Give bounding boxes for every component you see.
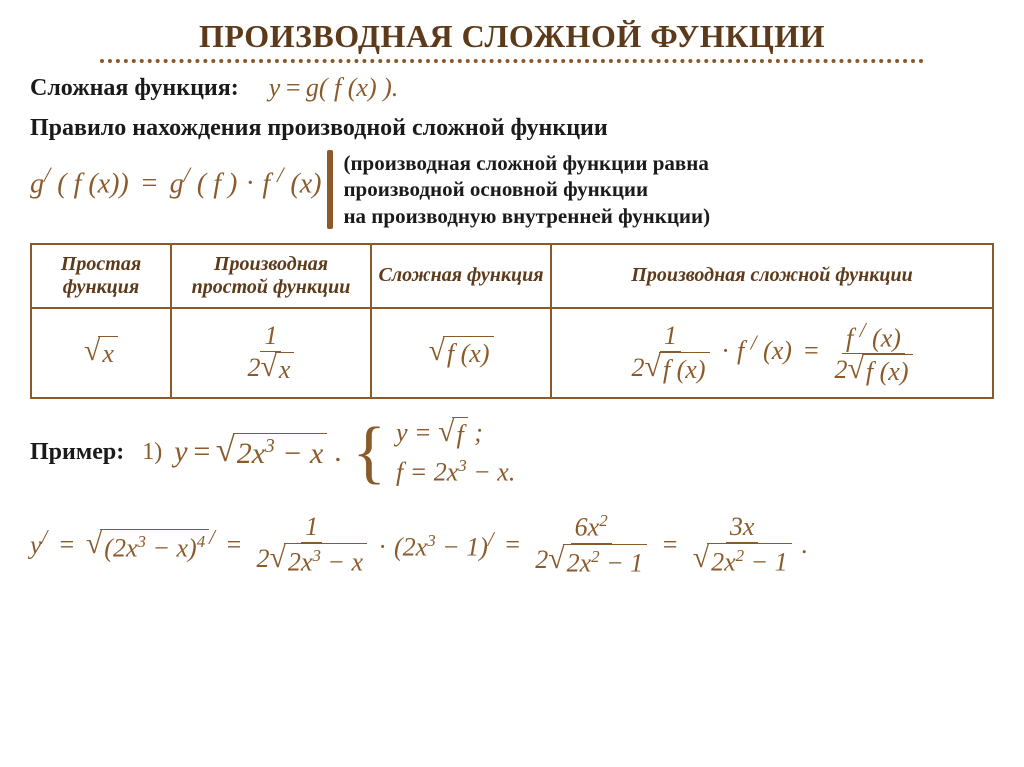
col-header-simple-fn: Простая функция bbox=[31, 244, 171, 308]
example-row: Пример: 1) y=√2x3 − x . { y = √f ; f = 2… bbox=[30, 417, 994, 488]
equals-icon: = bbox=[504, 530, 522, 560]
equals-icon: = bbox=[661, 530, 679, 560]
rule-text-line: на производную внутренней функции) bbox=[343, 203, 710, 229]
col-header-complex-fn: Сложная функция bbox=[371, 244, 551, 308]
brace-line: f = 2x3 − x. bbox=[396, 456, 515, 488]
composite-definition-row: Сложная функция: y=g( f (x) ). bbox=[30, 73, 994, 103]
brace-definitions: y = √f ; f = 2x3 − x. bbox=[396, 417, 515, 488]
chain-rule-row: g/ ( f (x)) = g/ ( f ) · f / (x) (произв… bbox=[30, 150, 994, 229]
solution-step4-frac: 3x √2x2 − 1 bbox=[689, 512, 796, 577]
example-label: Пример: bbox=[30, 439, 124, 466]
example-number: 1) bbox=[142, 439, 162, 466]
equals-icon: = bbox=[225, 530, 243, 560]
final-dot: . bbox=[802, 530, 809, 560]
rule-text-line: (производная сложной функции равна bbox=[343, 150, 710, 176]
brace-icon: { bbox=[352, 421, 386, 484]
solution-lhs: y/ = √(2x3 − x)4/ bbox=[30, 526, 215, 564]
subheading-rule: Правило нахождения производной сложной ф… bbox=[30, 115, 994, 142]
col-header-simple-deriv: Производная простой функции bbox=[171, 244, 371, 308]
chain-rule-text: (производная сложной функции равна произ… bbox=[343, 150, 710, 229]
example-given: y=√2x3 − x . bbox=[174, 433, 342, 471]
cell-complex-fn: √f (x) bbox=[371, 308, 551, 398]
table-row: √x 1 2√x √f (x) 1 2√f (x) · f / (x) = f … bbox=[31, 308, 993, 398]
title-underline bbox=[100, 59, 924, 63]
derivative-table: Простая функция Производная простой функ… bbox=[30, 243, 994, 399]
solution-step2-frac: 1 2√2x3 − x bbox=[253, 512, 372, 577]
table-header-row: Простая функция Производная простой функ… bbox=[31, 244, 993, 308]
cell-simple-deriv: 1 2√x bbox=[171, 308, 371, 398]
vertical-divider bbox=[327, 150, 333, 229]
page-title: ПРОИЗВОДНАЯ СЛОЖНОЙ ФУНКЦИИ bbox=[30, 18, 994, 55]
solution-step3-frac: 6x2 2√2x2 − 1 bbox=[531, 511, 651, 578]
col-header-complex-deriv: Производная сложной функции bbox=[551, 244, 993, 308]
brace-line: y = √f ; bbox=[396, 417, 515, 450]
composite-formula: y=g( f (x) ). bbox=[269, 73, 399, 103]
solution-step2-mul: · (2x3 − 1)/ bbox=[377, 528, 494, 563]
cell-simple-fn: √x bbox=[31, 308, 171, 398]
cell-complex-deriv: 1 2√f (x) · f / (x) = f / (x) 2√f (x) bbox=[551, 308, 993, 398]
chain-rule-formula: g/ ( f (x)) = g/ ( f ) · f / (x) bbox=[30, 150, 321, 200]
subheading-composite: Сложная функция: bbox=[30, 75, 239, 102]
solution-row: y/ = √(2x3 − x)4/ = 1 2√2x3 − x · (2x3 −… bbox=[30, 511, 994, 578]
rule-text-line: производной основной функции bbox=[343, 176, 710, 202]
